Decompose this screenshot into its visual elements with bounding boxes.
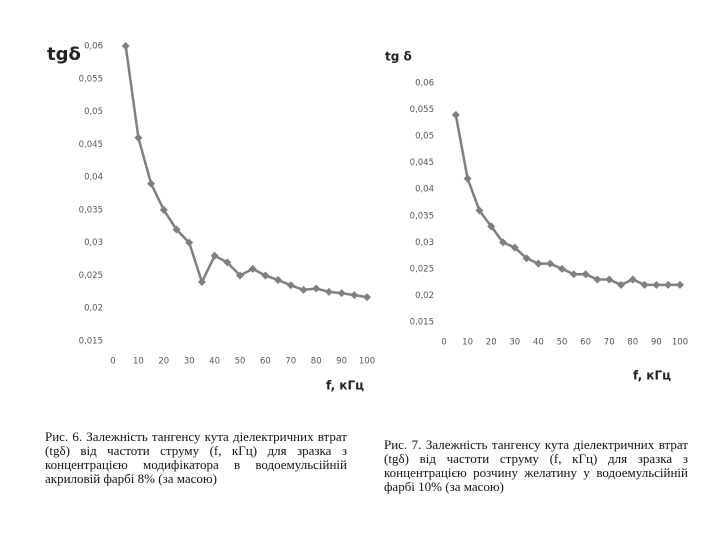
data-point	[134, 133, 143, 142]
x-axis-label: f, кГц	[326, 379, 364, 393]
data-point	[652, 280, 661, 289]
x-tick-label: 40	[209, 357, 220, 367]
x-tick-label: 10	[462, 338, 473, 348]
x-tick-label: 70	[604, 338, 615, 348]
x-axis-label: f, кГц	[633, 369, 671, 383]
data-point	[337, 289, 346, 298]
x-tick-label: 50	[235, 357, 246, 367]
data-point	[510, 243, 519, 252]
data-point	[121, 42, 130, 50]
data-point	[299, 285, 308, 294]
x-tick-label: 90	[651, 338, 662, 348]
data-point	[499, 238, 507, 247]
y-tick-label: 0,03	[84, 238, 103, 248]
x-tick-label: 80	[627, 338, 638, 348]
x-tick-label: 90	[336, 357, 347, 367]
y-tick-label: 0,015	[79, 337, 103, 347]
data-point	[676, 280, 684, 289]
data-point	[248, 264, 257, 273]
x-tick-label: 30	[509, 338, 520, 348]
data-point	[581, 270, 590, 279]
data-point	[617, 280, 625, 289]
data-point	[546, 259, 555, 268]
data-point	[286, 281, 295, 290]
y-tick-label: 0,025	[410, 264, 434, 274]
data-point	[593, 275, 602, 284]
y-tick-label: 0,03	[415, 238, 434, 248]
x-tick-label: 20	[486, 338, 497, 348]
x-tick-label: 0	[441, 338, 446, 348]
data-point	[147, 179, 156, 188]
data-point	[640, 280, 649, 289]
y-tick-label: 0,06	[84, 42, 103, 52]
y-tick-label: 0,045	[79, 140, 103, 150]
x-tick-label: 100	[672, 338, 688, 348]
data-point	[197, 278, 206, 286]
data-point	[628, 275, 637, 284]
y-tick-label: 0,045	[410, 158, 434, 168]
data-point	[522, 254, 531, 263]
data-point	[172, 225, 181, 234]
y-tick-label: 0,02	[415, 291, 434, 301]
x-tick-label: 0	[110, 357, 115, 367]
data-point	[558, 264, 566, 273]
x-tick-label: 70	[285, 357, 296, 367]
data-point	[274, 276, 283, 285]
data-point	[223, 258, 232, 267]
x-tick-label: 20	[158, 357, 169, 367]
x-tick-label: 30	[184, 357, 195, 367]
data-point	[159, 205, 168, 214]
x-tick-label: 10	[133, 357, 144, 367]
data-point	[487, 222, 496, 231]
data-point	[451, 110, 460, 119]
data-point	[569, 270, 578, 279]
x-tick-label: 50	[557, 338, 568, 348]
data-point	[534, 259, 543, 268]
x-tick-label: 60	[260, 357, 271, 367]
x-tick-label: 40	[533, 338, 544, 348]
y-tick-label: 0,04	[84, 173, 103, 183]
y-tick-label: 0,035	[79, 205, 103, 215]
caption: Рис. 7. Залежність тангенсу кута діелект…	[384, 437, 688, 494]
data-point	[363, 293, 371, 302]
data-point	[261, 271, 270, 280]
y-tick-label: 0,06	[415, 79, 434, 89]
data-line	[124, 45, 368, 299]
y-tick-label: 0,02	[84, 304, 103, 314]
y-tick-label: 0,015	[410, 318, 434, 328]
x-tick-label: 80	[311, 357, 322, 367]
data-point	[463, 174, 472, 183]
y-axis-label: tg δ	[385, 50, 412, 64]
data-point	[350, 291, 359, 300]
y-tick-label: 0,05	[84, 107, 103, 117]
y-tick-label: 0,05	[415, 132, 434, 142]
caption: Рис. 6. Залежність тангенсу кута діелект…	[45, 429, 347, 486]
x-tick-label: 100	[359, 357, 375, 367]
data-point	[475, 206, 484, 215]
x-tick-label: 60	[580, 338, 591, 348]
data-line	[454, 114, 680, 287]
y-tick-label: 0,055	[79, 74, 103, 84]
data-point	[324, 287, 333, 296]
y-tick-label: 0,035	[410, 211, 434, 221]
y-tick-label: 0,04	[415, 185, 434, 195]
y-tick-label: 0,025	[79, 271, 103, 281]
y-tick-label: 0,055	[410, 105, 434, 115]
data-point	[236, 271, 244, 280]
data-point	[185, 238, 194, 247]
data-point	[312, 284, 321, 293]
data-point	[210, 251, 219, 260]
data-point	[605, 275, 614, 284]
y-axis-label: tgδ	[47, 44, 81, 65]
data-point	[664, 280, 673, 289]
